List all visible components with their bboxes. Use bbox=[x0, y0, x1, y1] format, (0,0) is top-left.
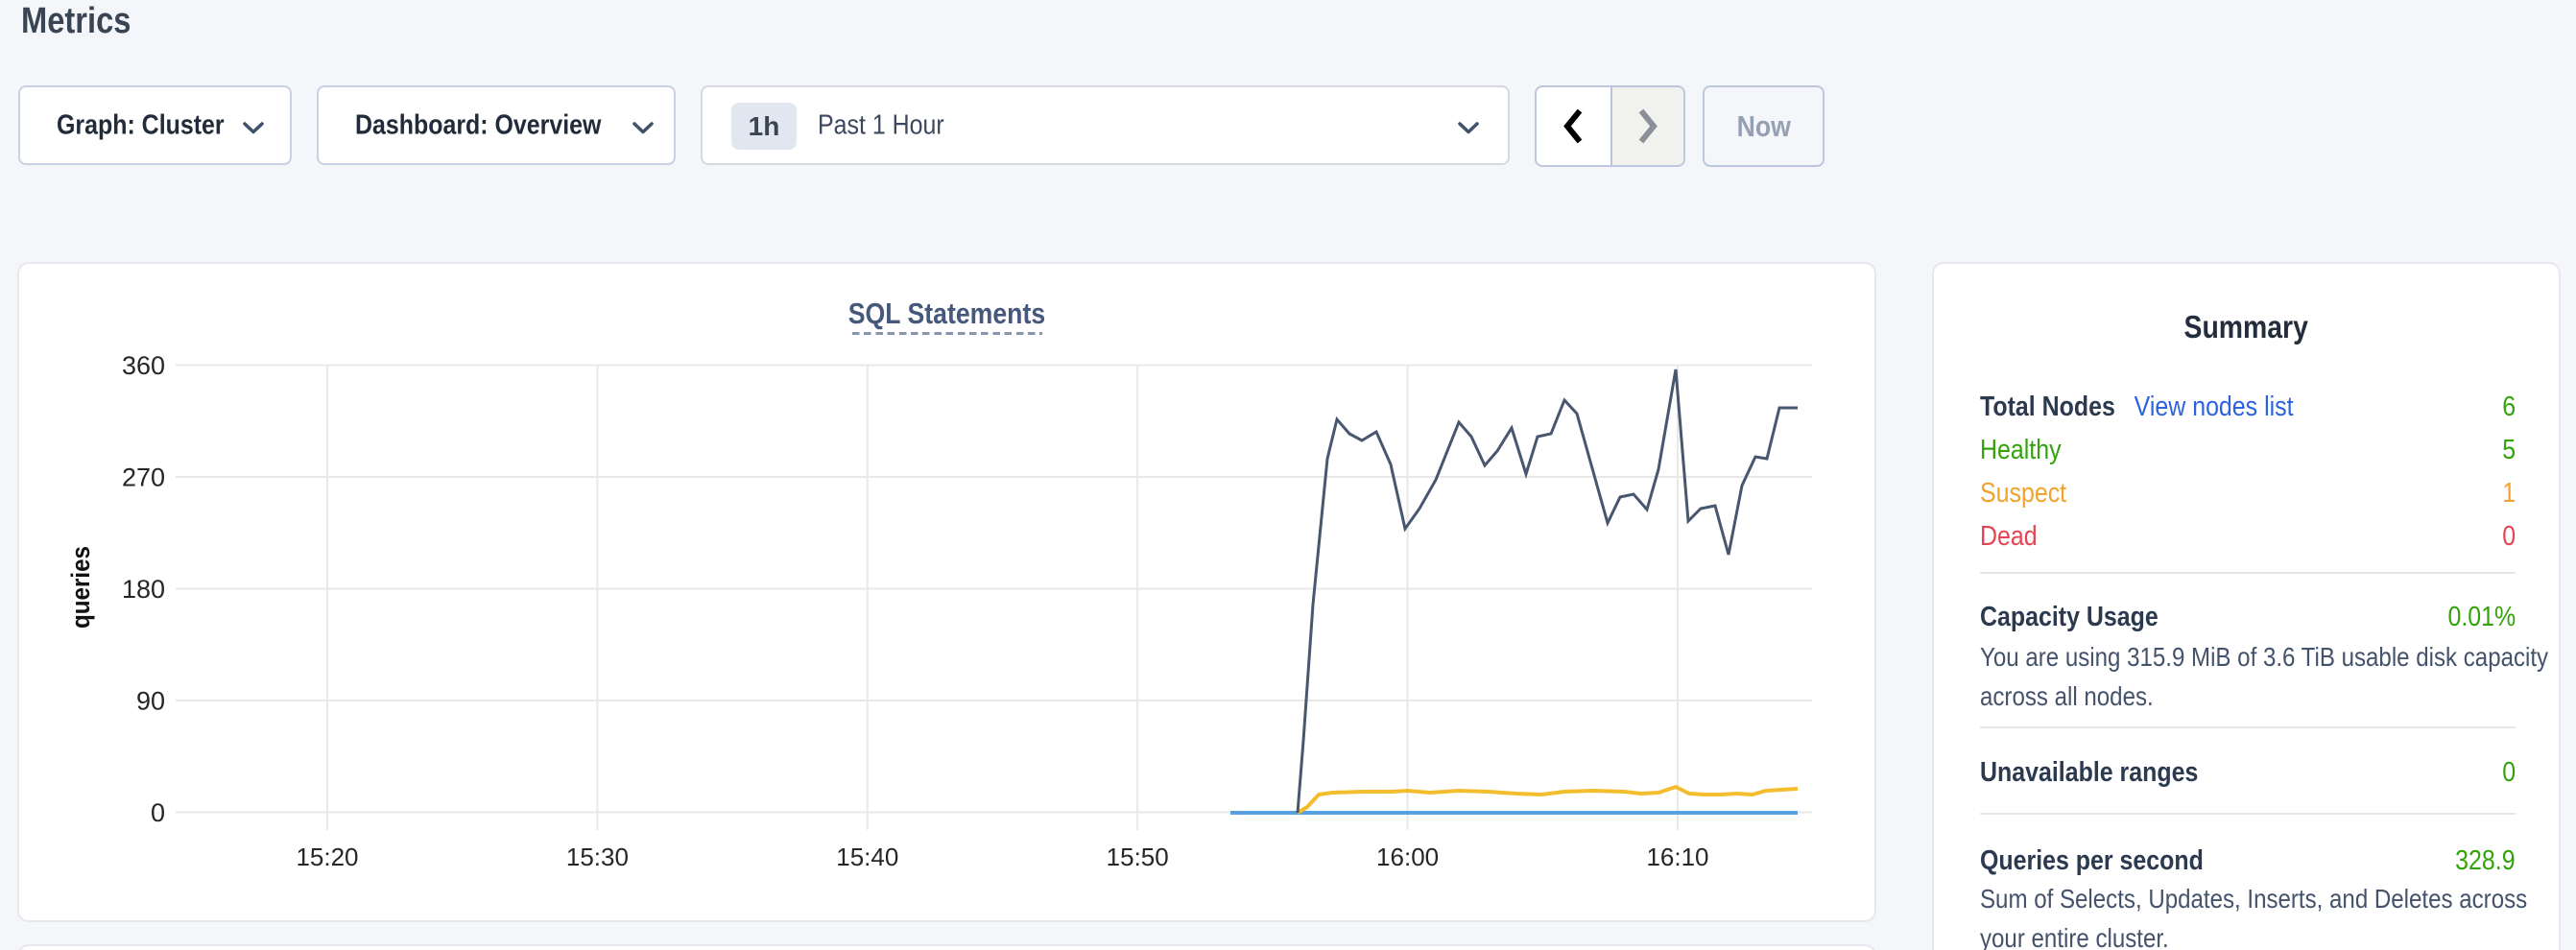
svg-text:queries: queries bbox=[66, 546, 95, 629]
svg-text:15:50: 15:50 bbox=[1107, 843, 1169, 871]
svg-text:16:10: 16:10 bbox=[1646, 843, 1708, 871]
svg-text:15:40: 15:40 bbox=[836, 843, 898, 871]
svg-text:180: 180 bbox=[122, 575, 165, 604]
svg-text:360: 360 bbox=[122, 351, 165, 380]
svg-text:16:00: 16:00 bbox=[1376, 843, 1439, 871]
svg-text:15:20: 15:20 bbox=[296, 843, 358, 871]
svg-text:270: 270 bbox=[122, 463, 165, 492]
svg-text:90: 90 bbox=[136, 687, 165, 716]
svg-text:0: 0 bbox=[151, 798, 165, 827]
svg-text:15:30: 15:30 bbox=[566, 843, 629, 871]
